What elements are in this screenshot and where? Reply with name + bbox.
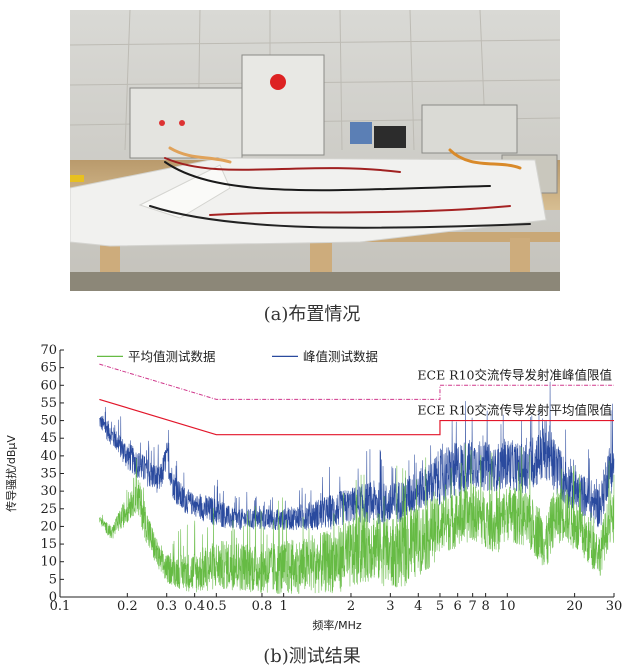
y-tick-label: 45: [40, 431, 57, 446]
x-tick-label: 0.5: [206, 599, 227, 614]
x-tick-label: 10: [499, 599, 516, 614]
yellow-clip: [70, 175, 84, 182]
y-tick-label: 40: [40, 449, 57, 464]
x-tick-label: 6: [454, 599, 462, 614]
y-tick-label: 60: [40, 378, 57, 393]
y-tick-label: 20: [40, 519, 57, 534]
y-tick-label: 50: [40, 414, 57, 429]
x-tick-label: 4: [414, 599, 422, 614]
limit-lines: [99, 363, 614, 436]
chart-axes: [59, 349, 615, 598]
legend-peak-label: 峰值测试数据: [303, 349, 378, 364]
control-box: [421, 104, 518, 154]
x-tick-label: 20: [566, 599, 583, 614]
legend-average-label: 平均值测试数据: [128, 349, 216, 364]
quasi-peak-limit-line: [99, 363, 614, 400]
average-series-line: [99, 443, 615, 594]
cable-harness: [149, 146, 531, 229]
lisn-box: [129, 87, 243, 159]
x-tick-label: 2: [347, 599, 355, 614]
x-tick-label: 1: [280, 599, 288, 614]
x-tick-label: 5: [436, 599, 444, 614]
average-limit-line: [99, 398, 614, 436]
x-tick-label: 3: [386, 599, 394, 614]
indicator-light: [179, 120, 185, 126]
insulation-foam: [138, 164, 231, 219]
y-tick-label: 30: [40, 484, 57, 499]
average-limit-label: ECE R10交流传导发射平均值限值: [417, 403, 612, 418]
y-tick-label: 55: [40, 396, 57, 411]
caption-a: (a)布置情况: [263, 304, 361, 325]
x-axis-title: 频率/MHz: [312, 618, 361, 632]
x-tick-label: 0.3: [156, 599, 177, 614]
quasi-peak-limit-label: ECE R10交流传导发射准峰值限值: [417, 367, 612, 382]
test-setup-photo: [70, 10, 560, 291]
floor: [70, 272, 560, 291]
y-tick-label: 0: [49, 590, 57, 605]
x-tick-label: 7: [469, 599, 477, 614]
x-tick-label: 30: [606, 599, 623, 614]
average-series: [99, 443, 615, 594]
y-tick-label: 70: [40, 343, 57, 358]
y-tick-label: 35: [40, 467, 57, 482]
battery: [374, 126, 406, 148]
y-tick-label: 5: [49, 572, 57, 587]
emergency-stop: [270, 74, 286, 90]
x-tick-label: 0.8: [252, 599, 273, 614]
power-supply-box: [241, 54, 325, 156]
x-tick-label: 0.2: [117, 599, 138, 614]
y-tick-label: 25: [40, 502, 57, 517]
y-axis-title: 传导骚扰/dBμV: [4, 435, 18, 512]
caption-b: (b)测试结果: [263, 646, 361, 667]
y-tick-label: 10: [40, 555, 57, 570]
indicator-light: [159, 120, 165, 126]
x-tick-label: 8: [481, 599, 489, 614]
y-tick-label: 15: [40, 537, 57, 552]
x-tick-label: 0.4: [184, 599, 205, 614]
x-tick-label: 0.1: [50, 599, 71, 614]
y-tick-label: 65: [40, 361, 57, 376]
battery: [350, 122, 372, 144]
